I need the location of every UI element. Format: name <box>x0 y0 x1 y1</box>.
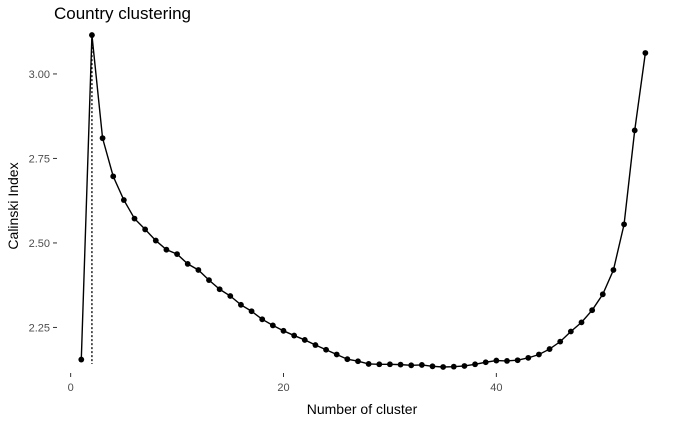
data-point <box>110 173 117 180</box>
data-point <box>312 342 319 348</box>
data-point <box>440 364 447 370</box>
data-point <box>195 267 202 273</box>
data-point <box>578 319 585 326</box>
data-point <box>493 357 500 364</box>
data-point <box>142 226 149 233</box>
x-tick-label: 0 <box>68 382 74 394</box>
data-point <box>525 354 532 361</box>
data-point <box>610 267 617 273</box>
data-point <box>376 361 383 368</box>
data-point <box>408 362 415 369</box>
x-tick-label: 20 <box>277 382 289 394</box>
data-point <box>397 361 404 368</box>
data-point <box>269 322 276 329</box>
data-point <box>99 135 106 142</box>
data-point <box>280 327 287 334</box>
data-point <box>184 260 191 267</box>
y-tick-label: 3.00 <box>29 69 50 81</box>
series-line <box>80 34 647 368</box>
data-point <box>174 251 180 257</box>
data-point <box>536 351 542 358</box>
data-point <box>642 50 649 56</box>
y-tick-label: 2.50 <box>29 238 50 250</box>
data-point <box>546 346 553 352</box>
x-axis: 0 20 40 <box>68 373 502 394</box>
data-point <box>514 357 521 364</box>
data-point <box>152 237 159 244</box>
data-point <box>206 277 212 284</box>
data-point <box>259 316 266 323</box>
y-tick-label: 2.75 <box>29 153 50 165</box>
data-point <box>589 307 596 314</box>
data-point <box>365 361 372 367</box>
x-tick-label: 40 <box>490 382 502 394</box>
data-points <box>78 32 649 370</box>
data-point <box>238 301 244 308</box>
data-point <box>482 359 489 366</box>
data-point <box>291 332 298 339</box>
data-point <box>472 361 478 368</box>
data-point <box>631 127 638 134</box>
data-point <box>450 363 457 370</box>
data-point <box>621 221 627 228</box>
data-point <box>131 215 138 222</box>
data-point <box>163 246 170 253</box>
data-point <box>216 286 223 293</box>
data-point <box>599 291 606 298</box>
data-point <box>387 361 393 368</box>
data-point <box>301 337 308 343</box>
data-point <box>120 197 127 203</box>
data-point <box>89 32 95 38</box>
data-point <box>418 362 425 368</box>
data-point <box>227 293 234 299</box>
data-point <box>344 356 351 363</box>
y-axis-title: Calinski Index <box>5 162 21 249</box>
data-point <box>504 358 510 364</box>
y-axis: 2.25 2.50 2.75 3.00 <box>29 69 57 334</box>
data-point <box>333 351 340 358</box>
data-point <box>78 356 85 363</box>
data-point <box>567 328 574 335</box>
data-point <box>461 363 468 369</box>
data-point <box>355 358 361 365</box>
data-point <box>323 346 329 353</box>
data-point <box>248 308 255 315</box>
chart-title: Country clustering <box>54 4 192 23</box>
y-tick-label: 2.25 <box>29 322 50 334</box>
data-point <box>429 363 436 370</box>
data-point <box>557 338 564 345</box>
x-axis-title: Number of cluster <box>307 401 418 417</box>
